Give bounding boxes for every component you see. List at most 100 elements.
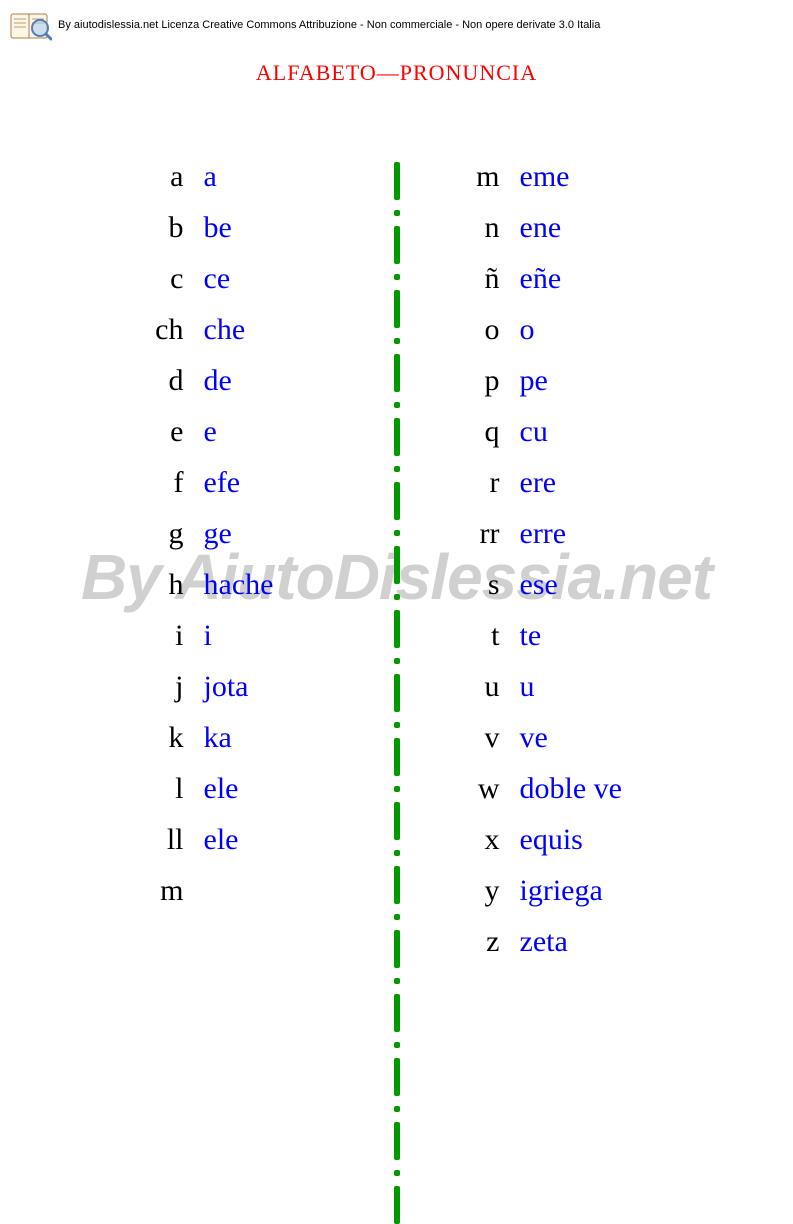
divider-dot: [394, 914, 400, 920]
divider-segment: [394, 930, 400, 968]
pronunciation-cell: ene: [520, 211, 650, 245]
letter-cell: l: [144, 772, 204, 806]
divider-segment: [394, 738, 400, 776]
letter-cell: j: [144, 670, 204, 704]
pronunciation-cell: cu: [520, 415, 650, 449]
book-magnifier-icon: [10, 8, 52, 42]
letter-cell: e: [144, 415, 204, 449]
letter-cell: a: [144, 160, 204, 194]
divider-segment: [394, 610, 400, 648]
pronunciation-cell: ve: [520, 721, 650, 755]
pronunciation-cell: hache: [204, 568, 334, 602]
table-row: rere: [460, 466, 650, 517]
divider-dot: [394, 722, 400, 728]
table-row: bbe: [144, 211, 334, 262]
pronunciation-cell: ka: [204, 721, 334, 755]
table-row: jjota: [144, 670, 334, 721]
letter-cell: w: [460, 772, 520, 806]
divider-segment: [394, 482, 400, 520]
divider-dot: [394, 1042, 400, 1048]
pronunciation-cell: ge: [204, 517, 334, 551]
pronunciation-cell: eme: [520, 160, 650, 194]
divider-dot: [394, 274, 400, 280]
divider-dot: [394, 338, 400, 344]
table-row: m: [144, 874, 334, 925]
letter-cell: r: [460, 466, 520, 500]
letter-cell: x: [460, 823, 520, 857]
table-row: zzeta: [460, 925, 650, 976]
divider-dot: [394, 658, 400, 664]
letter-cell: rr: [460, 517, 520, 551]
letter-cell: ll: [144, 823, 204, 857]
table-row: vve: [460, 721, 650, 772]
divider-segment: [394, 1058, 400, 1096]
pronunciation-cell: efe: [204, 466, 334, 500]
table-row: gge: [144, 517, 334, 568]
letter-cell: o: [460, 313, 520, 347]
table-row: tte: [460, 619, 650, 670]
letter-cell: c: [144, 262, 204, 296]
table-row: fefe: [144, 466, 334, 517]
table-row: aa: [144, 160, 334, 211]
table-row: ii: [144, 619, 334, 670]
letter-cell: t: [460, 619, 520, 653]
letter-cell: u: [460, 670, 520, 704]
center-divider: [394, 160, 400, 1224]
letter-cell: z: [460, 925, 520, 959]
divider-dot: [394, 594, 400, 600]
table-row: qcu: [460, 415, 650, 466]
divider-segment: [394, 226, 400, 264]
pronunciation-cell: de: [204, 364, 334, 398]
table-row: uu: [460, 670, 650, 721]
table-row: llele: [144, 823, 334, 874]
divider-dot: [394, 466, 400, 472]
pronunciation-cell: ele: [204, 823, 334, 857]
header-text: By aiutodislessia.net Licenza Creative C…: [58, 19, 600, 31]
table-row: yigriega: [460, 874, 650, 925]
table-row: ee: [144, 415, 334, 466]
divider-dot: [394, 850, 400, 856]
divider-segment: [394, 674, 400, 712]
table-row: kka: [144, 721, 334, 772]
pronunciation-cell: ele: [204, 772, 334, 806]
letter-cell: m: [460, 160, 520, 194]
divider-dot: [394, 1170, 400, 1176]
table-row: hhache: [144, 568, 334, 619]
pronunciation-cell: a: [204, 160, 334, 194]
table-row: oo: [460, 313, 650, 364]
page-title: ALFABETO—PRONUNCIA: [0, 60, 793, 86]
pronunciation-cell: pe: [520, 364, 650, 398]
table-row: wdoble ve: [460, 772, 650, 823]
letter-cell: m: [144, 874, 204, 908]
divider-dot: [394, 402, 400, 408]
divider-dot: [394, 978, 400, 984]
letter-cell: h: [144, 568, 204, 602]
pronunciation-cell: u: [520, 670, 650, 704]
table-row: chche: [144, 313, 334, 364]
pronunciation-cell: eñe: [520, 262, 650, 296]
pronunciation-cell: i: [204, 619, 334, 653]
table-row: ppe: [460, 364, 650, 415]
letter-cell: b: [144, 211, 204, 245]
table-row: rrerre: [460, 517, 650, 568]
divider-segment: [394, 162, 400, 200]
letter-cell: g: [144, 517, 204, 551]
divider-segment: [394, 802, 400, 840]
divider-segment: [394, 546, 400, 584]
pronunciation-cell: be: [204, 211, 334, 245]
letter-cell: d: [144, 364, 204, 398]
table-row: meme: [460, 160, 650, 211]
pronunciation-cell: ere: [520, 466, 650, 500]
divider-dot: [394, 210, 400, 216]
divider-dot: [394, 530, 400, 536]
pronunciation-cell: e: [204, 415, 334, 449]
pronunciation-cell: jota: [204, 670, 334, 704]
table-row: nene: [460, 211, 650, 262]
alphabet-table: aabbeccechcheddeeefefeggehhacheiijjotakk…: [0, 160, 793, 1224]
table-row: lele: [144, 772, 334, 823]
table-row: ñeñe: [460, 262, 650, 313]
divider-segment: [394, 354, 400, 392]
left-column: aabbeccechcheddeeefefeggehhacheiijjotakk…: [144, 160, 334, 1224]
letter-cell: n: [460, 211, 520, 245]
divider-segment: [394, 1122, 400, 1160]
